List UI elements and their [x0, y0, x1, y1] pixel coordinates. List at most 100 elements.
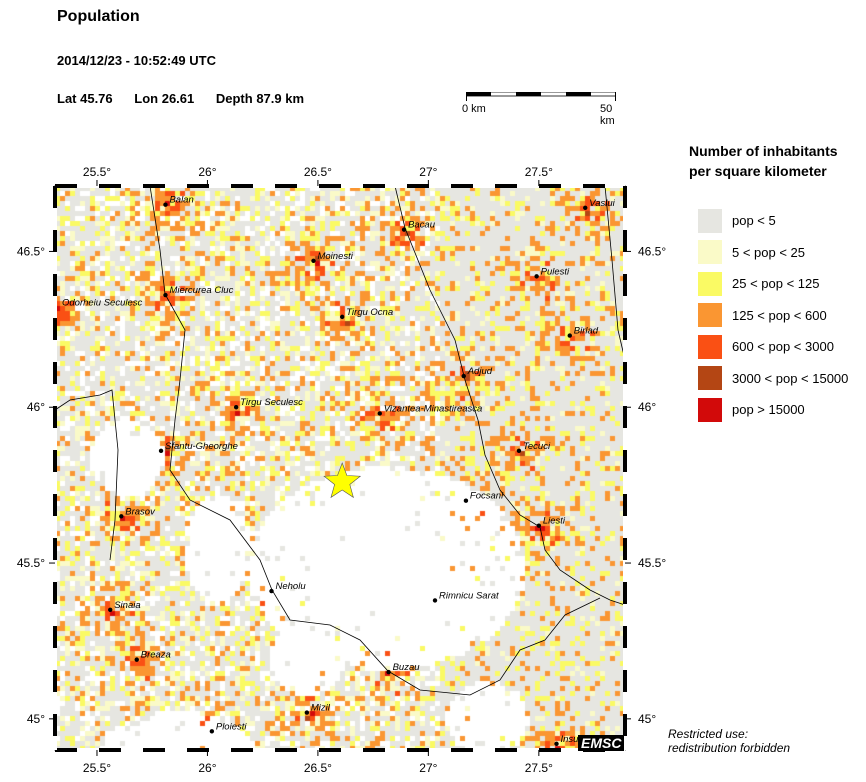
city-marker: [108, 607, 113, 612]
legend-item: 125 < pop < 600: [698, 300, 848, 332]
county-border: [54, 389, 119, 561]
legend-swatch: [698, 271, 722, 296]
lat-tick-label: 45°: [27, 712, 45, 726]
city-marker: [461, 373, 466, 379]
city-marker: [340, 314, 345, 320]
lon-tick-label: 26°: [198, 165, 216, 179]
city-marker: [386, 669, 391, 675]
legend-title-line1: Number of inhabitants: [689, 143, 838, 159]
city-marker: [163, 292, 168, 298]
city-label: Mizil: [311, 703, 331, 714]
city-label: Rimnicu Sarat: [439, 590, 499, 601]
emsc-logo: EMSC: [578, 735, 625, 751]
county-border: [149, 185, 601, 696]
city-label: Adjud: [467, 366, 493, 377]
legend-label: 600 < pop < 3000: [732, 339, 834, 355]
usage-note-line2: redistribution forbidden: [668, 741, 791, 755]
city-label: Birlad: [574, 326, 599, 337]
legend-label: pop < 5: [732, 213, 776, 229]
city-marker: [534, 274, 539, 279]
legend-item: 600 < pop < 3000: [698, 331, 848, 363]
scale-end: 50 km: [600, 103, 615, 127]
city-marker: [432, 598, 438, 603]
lon-tick-label: 27°: [419, 761, 437, 775]
legend: pop < 5 5 < pop < 25 25 < pop < 125 125 < p…: [698, 205, 848, 426]
lat-tick-label: 46.5°: [638, 244, 666, 258]
event-lat: Lat 45.76: [57, 91, 113, 106]
city-label: Pulesti: [541, 266, 570, 277]
city-label: Breaza: [141, 650, 171, 661]
legend-item: 25 < pop < 125: [698, 268, 848, 300]
usage-note: Restricted use: redistribution forbidden: [668, 727, 790, 755]
legend-label: 25 < pop < 125: [732, 276, 820, 292]
city-label: Buzau: [393, 662, 421, 673]
lat-tick-label: 46.5°: [17, 244, 45, 258]
lat-tick-label: 45.5°: [17, 556, 45, 570]
legend-swatch: [698, 397, 722, 422]
legend-label: pop > 15000: [732, 402, 805, 418]
city-label: Tirgu Ocna: [346, 307, 393, 318]
city-marker: [536, 523, 542, 528]
city-marker: [567, 333, 572, 338]
city-label: Odorheiu Seculesc: [62, 298, 143, 309]
city-label: Miercurea Cluc: [169, 285, 233, 296]
legend-item: 5 < pop < 25: [698, 237, 848, 269]
usage-note-line1: Restricted use:: [668, 727, 749, 741]
lon-tick-label: 26°: [198, 761, 216, 775]
city-label: Vizantea-Minastireasca: [384, 403, 483, 414]
city-marker: [209, 729, 215, 734]
legend-title: Number of inhabitants per square kilomet…: [689, 141, 838, 181]
legend-label: 3000 < pop < 15000: [732, 370, 849, 386]
scale-bar: 0 km 50 km: [462, 92, 616, 127]
legend-swatch: [698, 334, 722, 359]
city-label: Vaslui: [589, 198, 615, 209]
city-label: Brasov: [125, 506, 156, 517]
lon-tick-label: 25.5°: [83, 761, 111, 775]
city-label: Focsani: [470, 491, 504, 502]
city-marker: [134, 657, 139, 662]
city-marker: [304, 710, 310, 715]
lon-tick-label: 27.5°: [525, 761, 553, 775]
event-coordinates: Lat 45.76 Lon 26.61 Depth 87.9 km: [57, 91, 322, 106]
city-marker: [163, 202, 168, 207]
lat-tick-label: 45°: [638, 712, 656, 726]
lat-tick-label: 46°: [27, 400, 45, 414]
legend-swatch: [698, 303, 722, 328]
event-depth: Depth 87.9 km: [215, 91, 305, 106]
city-marker: [377, 411, 382, 416]
city-marker: [119, 514, 124, 519]
city-label: Tirgu Seculesc: [240, 397, 303, 408]
legend-title-line2: per square kilometer: [689, 163, 827, 179]
city-label: Balan: [169, 195, 193, 206]
lon-tick-label: 26.5°: [304, 165, 332, 179]
city-label: Sfantu-Gheorghe: [165, 441, 238, 452]
legend-label: 5 < pop < 25: [732, 244, 806, 260]
county-border: [604, 185, 626, 361]
city-marker: [516, 448, 522, 454]
lon-tick-label: 27.5°: [525, 165, 553, 179]
city-label: Sinaia: [114, 600, 140, 611]
epicenter-star-icon: [323, 462, 362, 499]
legend-item: pop > 15000: [698, 394, 848, 426]
legend-swatch: [698, 240, 722, 265]
city-label: Liesti: [543, 516, 566, 527]
legend-swatch: [698, 366, 722, 391]
lon-tick-label: 25.5°: [83, 165, 111, 179]
lat-tick-label: 45.5°: [638, 556, 666, 570]
city-marker: [233, 405, 239, 410]
city-label: Insu: [561, 734, 580, 745]
event-datetime: 2014/12/23 - 10:52:49 UTC: [57, 53, 216, 68]
legend-swatch: [698, 208, 722, 233]
city-marker: [158, 448, 164, 454]
legend-label: 125 < pop < 600: [732, 307, 827, 323]
city-marker: [463, 498, 469, 503]
city-label: Ploiesti: [216, 721, 248, 732]
city-marker: [583, 205, 588, 211]
county-border: [394, 185, 626, 606]
legend-item: pop < 5: [698, 205, 848, 237]
lat-tick-label: 46°: [638, 400, 656, 414]
city-label: Bacau: [408, 220, 436, 231]
legend-item: 3000 < pop < 15000: [698, 363, 848, 395]
event-lon: Lon 26.61: [134, 91, 195, 106]
